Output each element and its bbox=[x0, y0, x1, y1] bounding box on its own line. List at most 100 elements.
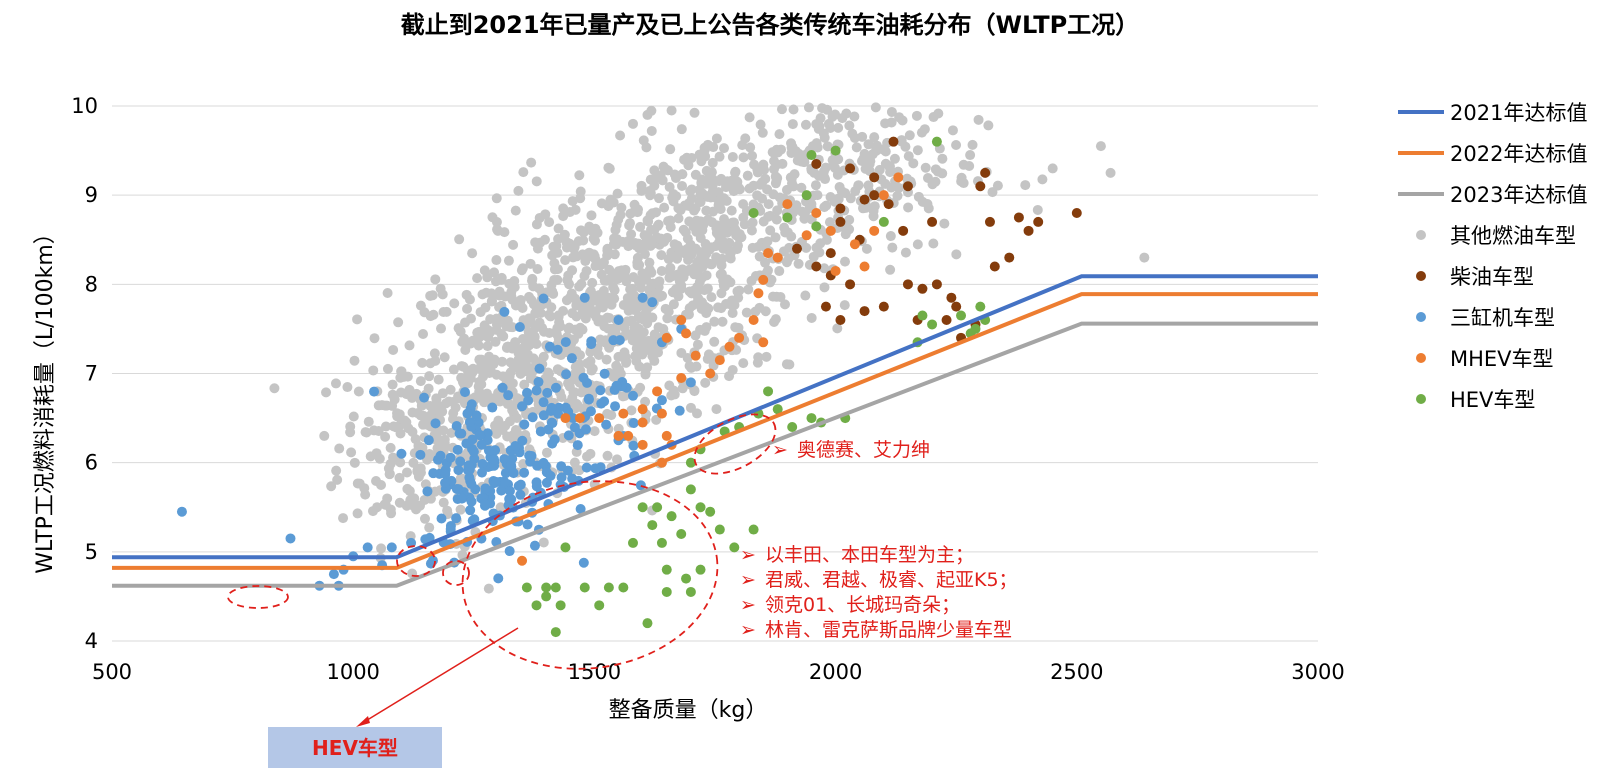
data-point bbox=[561, 369, 572, 380]
data-point bbox=[285, 533, 296, 544]
data-point bbox=[415, 467, 426, 478]
data-point bbox=[556, 461, 567, 472]
data-point bbox=[478, 326, 489, 337]
data-point bbox=[500, 420, 511, 431]
data-point bbox=[562, 274, 573, 285]
data-point bbox=[812, 190, 823, 201]
data-point bbox=[436, 513, 447, 524]
data-point bbox=[599, 368, 610, 379]
data-point bbox=[652, 386, 663, 397]
data-point bbox=[900, 247, 911, 258]
data-point bbox=[578, 557, 589, 568]
data-point bbox=[585, 356, 596, 367]
data-point bbox=[438, 307, 449, 318]
data-point bbox=[513, 185, 524, 196]
data-point bbox=[517, 401, 528, 412]
data-point bbox=[782, 212, 793, 223]
data-point bbox=[692, 339, 703, 350]
data-point bbox=[503, 255, 514, 266]
x-tick-label: 1500 bbox=[568, 660, 621, 684]
data-point bbox=[685, 457, 696, 468]
data-point bbox=[951, 301, 962, 312]
x-tick-label: 500 bbox=[92, 660, 132, 684]
data-point bbox=[496, 485, 507, 496]
data-point bbox=[792, 243, 803, 254]
data-point bbox=[676, 347, 687, 358]
data-point bbox=[772, 147, 783, 158]
data-point bbox=[462, 408, 473, 419]
data-point bbox=[711, 220, 722, 231]
data-point bbox=[622, 316, 633, 327]
data-point bbox=[637, 292, 648, 303]
data-point bbox=[742, 170, 753, 181]
data-point bbox=[659, 202, 670, 213]
data-point bbox=[939, 218, 950, 229]
data-point bbox=[583, 394, 594, 405]
data-point bbox=[653, 193, 664, 204]
data-point bbox=[821, 234, 832, 245]
data-point bbox=[463, 460, 474, 471]
data-point bbox=[819, 132, 830, 143]
highlight-ellipse bbox=[693, 413, 777, 475]
data-point bbox=[680, 227, 691, 238]
data-point bbox=[480, 483, 491, 494]
data-point bbox=[965, 150, 976, 161]
annotation-note-line: 领克01、长城玛奇朵； bbox=[765, 594, 960, 616]
data-point bbox=[885, 231, 896, 242]
data-point bbox=[635, 221, 646, 232]
data-point bbox=[394, 409, 405, 420]
data-point bbox=[482, 341, 493, 352]
data-point bbox=[835, 203, 846, 214]
data-point bbox=[491, 319, 502, 330]
data-point bbox=[869, 132, 880, 143]
data-point bbox=[563, 323, 574, 334]
data-point bbox=[763, 386, 774, 397]
data-point bbox=[811, 158, 822, 169]
data-point bbox=[531, 176, 542, 187]
data-point bbox=[440, 398, 451, 409]
data-point bbox=[652, 502, 663, 513]
data-point bbox=[404, 340, 415, 351]
data-point bbox=[837, 113, 848, 124]
data-point bbox=[369, 333, 380, 344]
data-point bbox=[951, 139, 962, 150]
data-point bbox=[425, 290, 436, 301]
data-point bbox=[353, 386, 364, 397]
data-point bbox=[917, 283, 928, 294]
data-point bbox=[474, 392, 485, 403]
data-point bbox=[635, 382, 646, 393]
data-point bbox=[387, 389, 398, 400]
data-point bbox=[661, 430, 672, 441]
data-point bbox=[645, 174, 656, 185]
data-point bbox=[466, 399, 477, 410]
data-point bbox=[469, 514, 480, 525]
data-point bbox=[741, 307, 752, 318]
data-point bbox=[897, 115, 908, 126]
data-point bbox=[851, 142, 862, 153]
y-tick-label: 9 bbox=[85, 183, 98, 207]
data-point bbox=[676, 315, 687, 325]
data-point bbox=[844, 214, 855, 225]
data-point bbox=[885, 167, 896, 178]
data-point bbox=[779, 299, 790, 310]
data-point bbox=[377, 400, 388, 411]
bullet-marker: ➢ bbox=[740, 594, 756, 616]
data-point bbox=[623, 430, 634, 441]
data-point bbox=[555, 600, 566, 611]
data-point bbox=[748, 524, 759, 535]
data-point bbox=[596, 198, 607, 209]
data-point bbox=[533, 376, 544, 387]
data-point bbox=[535, 426, 546, 437]
data-point bbox=[893, 182, 904, 193]
data-point bbox=[642, 109, 653, 120]
data-point bbox=[859, 306, 870, 317]
data-point bbox=[917, 310, 928, 321]
data-point bbox=[822, 141, 833, 152]
data-point bbox=[434, 439, 445, 450]
data-point bbox=[629, 206, 640, 217]
data-point bbox=[627, 118, 638, 129]
data-point bbox=[1020, 180, 1031, 191]
data-point bbox=[668, 196, 679, 207]
